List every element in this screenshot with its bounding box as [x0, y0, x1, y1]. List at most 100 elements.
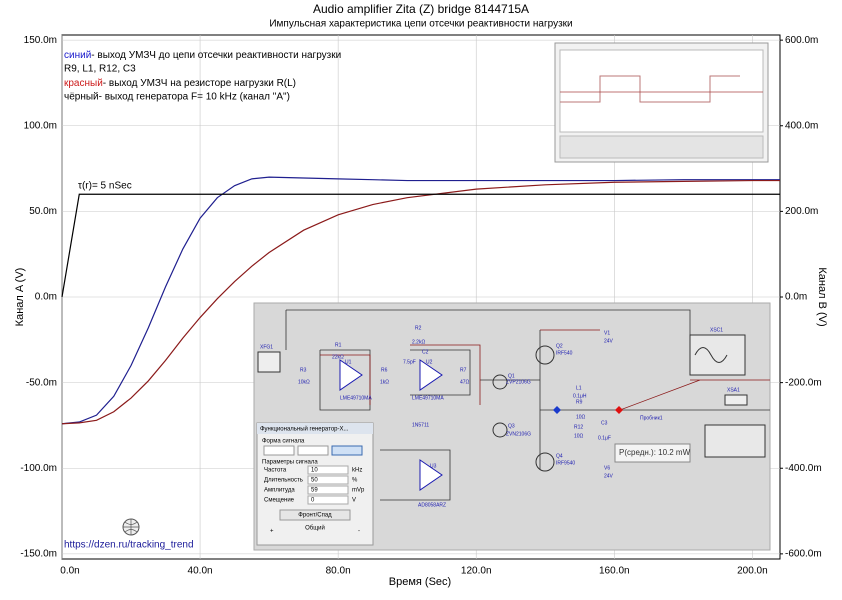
param-name: Частота [264, 468, 287, 474]
param-unit: mVp [352, 488, 365, 494]
schematic-label: P(средн.): 10.2 mW [619, 448, 691, 457]
schematic-label: 24V [604, 473, 614, 479]
chart-title: Audio amplifier Zita (Z) bridge 8144715A [313, 2, 529, 16]
param-unit: kHz [352, 468, 362, 474]
legend-line: чёрный- выход генератора F= 10 kHz (кана… [64, 92, 290, 103]
param-name: Смещение [264, 498, 295, 504]
schematic-label: 22kΩ [332, 354, 344, 360]
dialog-section: Параметры сигнала [262, 460, 318, 466]
schematic-label: 2.2kΩ [412, 339, 425, 345]
schematic-label: LME49710MA [412, 395, 444, 401]
param-unit: % [352, 478, 358, 484]
schematic-label: R7 [460, 367, 467, 373]
param-field[interactable] [307, 495, 349, 505]
legend-desc: - выход УМЗЧ до цепи отсечки реактивност… [91, 50, 341, 61]
param-field[interactable] [307, 475, 349, 485]
url: https://dzen.ru/tracking_trend [64, 540, 194, 551]
schematic-label: XSC1 [710, 327, 723, 333]
y-tick-label: -50.0m [26, 377, 57, 388]
y-tick-label: 0.0m [35, 292, 57, 303]
param-field[interactable] [307, 465, 349, 475]
legend-text: синий- выход УМЗЧ до цепи отсечки реакти… [64, 50, 341, 103]
generator-dialog: Функциональный генератор-X... Форма сигн… [256, 422, 374, 546]
schematic-label: Q4 [556, 453, 563, 459]
svg-text:синий- выход УМЗЧ до цепи отсе: синий- выход УМЗЧ до цепи отсечки реакти… [64, 50, 341, 61]
y-tick-label: 100.0m [24, 120, 57, 131]
chart-subtitle: Импульсная характеристика цепи отсечки р… [269, 19, 572, 30]
schematic-label: ZVN2106G [506, 431, 531, 437]
schematic-label: L1 [576, 385, 582, 391]
schematic-label: R2 [415, 325, 422, 331]
schematic-label: AD8058ARZ [418, 502, 446, 508]
y-tick-label: 50.0m [29, 206, 57, 217]
schematic-label: U2 [426, 359, 433, 365]
schematic-label: 10Ω [576, 414, 586, 420]
series-line [61, 179, 780, 425]
schematic-label: U1 [345, 359, 352, 365]
schematic-label: Пробник1 [640, 415, 663, 421]
legend-key: синий [64, 50, 91, 61]
schematic-label: Q3 [508, 423, 515, 429]
x-tick-label: 40.0n [188, 566, 213, 577]
svg-text:красный- выход УМЗЧ на резисто: красный- выход УМЗЧ на резисторе нагрузк… [64, 78, 296, 89]
schematic-label: R1 [335, 342, 342, 348]
x-tick-label: 0.0n [60, 566, 79, 577]
schematic-label: 10Ω [574, 433, 584, 439]
schematic-label: V1 [604, 330, 610, 336]
dialog-section: Форма сигнала [262, 439, 305, 445]
rise-fall-button[interactable] [279, 509, 351, 521]
schematic-label: R3 [300, 367, 307, 373]
param-unit: V [352, 498, 356, 504]
schematic-label: 0.1μH [573, 393, 587, 399]
schematic-label: IRF9540 [556, 460, 575, 466]
y-axis-label: Канал A (V) [14, 268, 26, 327]
param-name: Длительность [264, 478, 303, 484]
x-tick-label: 160.0n [599, 566, 630, 577]
schematic-label: C2 [422, 349, 429, 355]
schematic-label: 24V [604, 338, 614, 344]
param-value: 0 [311, 498, 315, 504]
y2-tick-label: -400.0m [785, 463, 822, 474]
terminal-label: Общий [305, 525, 325, 532]
series-line [61, 176, 780, 425]
schematic-label: R12 [574, 424, 583, 430]
terminal-label: + [270, 529, 274, 535]
schematic-label: LME49710MA [340, 395, 372, 401]
legend-key: красный [64, 78, 103, 89]
y2-axis-label: Канал B (V) [816, 267, 828, 326]
wave-sine[interactable] [263, 445, 295, 456]
y2-tick-label: 200.0m [785, 206, 818, 217]
schematic-label: 1kΩ [380, 379, 389, 385]
y2-tick-label: -600.0m [785, 549, 822, 560]
x-tick-label: 120.0n [461, 566, 492, 577]
param-field[interactable] [307, 485, 349, 495]
x-tick-label: 80.0n [326, 566, 351, 577]
schematic-label: V6 [604, 465, 610, 471]
schematic-label: IRF540 [556, 350, 573, 356]
schematic-label: 10kΩ [298, 379, 310, 385]
y-tick-label: -150.0m [20, 549, 57, 560]
x-axis-label: Время (Sec) [389, 576, 451, 588]
terminal-label: - [358, 529, 360, 535]
y2-tick-label: -200.0m [785, 377, 822, 388]
schematic-label: ZVP2106G [506, 379, 531, 385]
schematic-label: 1N5711 [412, 422, 429, 428]
schematic-label: R6 [381, 367, 388, 373]
schematic-label: C3 [601, 420, 608, 426]
y2-tick-label: 600.0m [785, 35, 818, 46]
scope-inset [554, 42, 769, 163]
param-value: 50 [311, 478, 318, 484]
schematic-label: 47Ω [460, 379, 470, 385]
legend-line: R9, L1, R12, C3 [64, 64, 136, 75]
series-line [61, 193, 780, 298]
y-tick-label: -100.0m [20, 463, 57, 474]
wave-square[interactable] [331, 445, 363, 456]
y2-tick-label: 400.0m [785, 120, 818, 131]
x-tick-label: 200.0n [737, 566, 768, 577]
dialog-title: Функциональный генератор-X... [260, 426, 349, 433]
y-tick-label: 150.0m [24, 35, 57, 46]
y2-tick-label: 0.0m [785, 292, 807, 303]
annotation: τ(r)= 5 nSec [78, 181, 132, 192]
wave-triangle[interactable] [297, 445, 329, 456]
